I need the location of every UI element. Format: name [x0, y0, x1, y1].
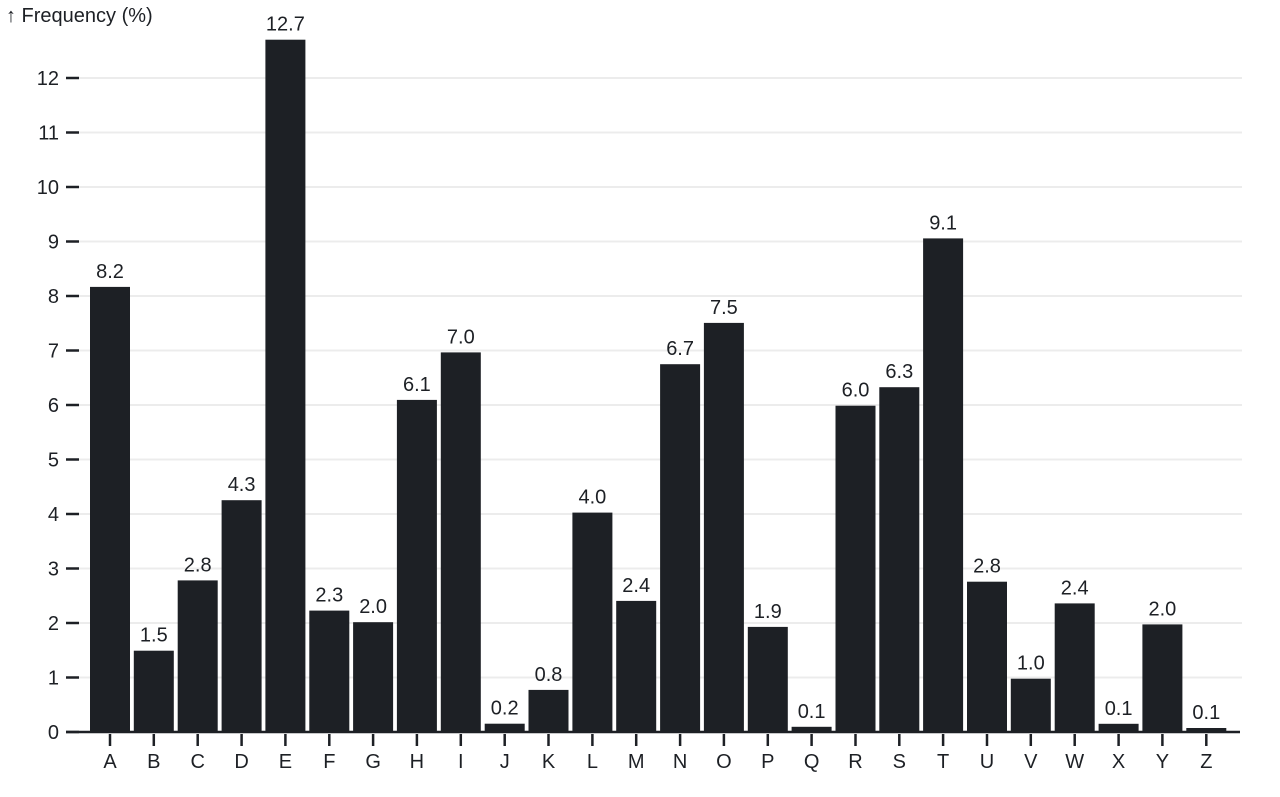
bar-value-label-K: 0.8 — [535, 664, 563, 686]
x-tick-label-U: U — [980, 751, 994, 773]
bar-K — [528, 689, 569, 732]
x-tick-label-C: C — [190, 751, 204, 773]
x-tick-label-M: M — [628, 751, 645, 773]
bar-value-label-H: 6.1 — [403, 374, 431, 396]
bar-P — [747, 626, 788, 732]
bar-U — [967, 581, 1007, 732]
bar-R — [835, 405, 876, 732]
bar-value-label-I: 7.0 — [447, 326, 475, 348]
bar-value-label-C: 2.8 — [184, 554, 212, 576]
bar-Y — [1142, 624, 1183, 732]
x-tick-label-G: G — [365, 751, 381, 773]
bar-value-label-P: 1.9 — [754, 601, 782, 623]
y-tick-label-9: 9 — [48, 232, 59, 254]
x-tick-label-X: X — [1112, 751, 1125, 773]
gridlines — [66, 77, 1242, 679]
bar-value-labels: 8.2 1.5 2.8 4.3 12.7 2.3 2.0 6.1 7.0 0.2 0.8 4.0 2.4… — [96, 14, 1220, 724]
bar-value-label-T: 9.1 — [929, 212, 957, 234]
x-tick-label-B: B — [147, 751, 160, 773]
x-axis: A B C D E F G H I J K L M N O P Q R S T U V W X Y Z — [66, 730, 1240, 773]
y-tick-label-0: 0 — [48, 722, 59, 744]
bar-F — [309, 610, 350, 732]
bar-value-label-F: 2.3 — [315, 585, 343, 607]
x-tick-label-W: W — [1065, 751, 1084, 773]
bar-value-label-R: 6.0 — [842, 380, 870, 402]
bar-Z — [1186, 728, 1227, 732]
bar-N — [660, 364, 701, 732]
y-tick-label-4: 4 — [48, 504, 59, 526]
y-tick-label-5: 5 — [48, 450, 59, 472]
bar-B — [133, 650, 174, 732]
x-tick-label-N: N — [673, 751, 687, 773]
x-tick-label-S: S — [893, 751, 906, 773]
y-axis-title: ↑ Frequency (%) — [6, 5, 153, 27]
bar-A — [90, 286, 130, 732]
bar-value-label-N: 6.7 — [666, 338, 694, 360]
y-tick-label-1: 1 — [48, 668, 59, 690]
bar-value-label-A: 8.2 — [96, 261, 124, 283]
bar-J — [484, 723, 525, 732]
bar-W — [1054, 603, 1095, 732]
bar-C — [177, 580, 218, 732]
bar-value-label-Y: 2.0 — [1148, 598, 1176, 620]
bar-T — [923, 238, 964, 732]
bar-D — [221, 500, 262, 732]
y-tick-label-6: 6 — [48, 395, 59, 417]
x-tick-label-J: J — [500, 751, 510, 773]
x-tick-label-E: E — [279, 751, 292, 773]
bar-value-label-X: 0.1 — [1105, 698, 1133, 720]
x-tick-label-D: D — [234, 751, 248, 773]
bar-value-label-L: 4.0 — [578, 487, 606, 509]
x-tick-label-L: L — [587, 751, 598, 773]
bar-value-label-U: 2.8 — [973, 556, 1001, 578]
y-tick-label-2: 2 — [48, 613, 59, 635]
bar-value-label-M: 2.4 — [622, 575, 650, 597]
bar-S — [879, 387, 920, 732]
x-tick-label-F: F — [323, 751, 335, 773]
bar-Q — [791, 726, 832, 732]
bar-O — [703, 322, 744, 732]
x-tick-label-Z: Z — [1200, 751, 1212, 773]
bar-value-label-J: 0.2 — [491, 698, 519, 720]
x-tick-label-V: V — [1024, 751, 1038, 773]
bar-value-label-B: 1.5 — [140, 625, 168, 647]
y-tick-label-12: 12 — [37, 68, 59, 90]
y-tick-label-11: 11 — [38, 123, 59, 145]
y-tick-label-10: 10 — [37, 177, 59, 199]
x-tick-label-I: I — [458, 751, 464, 773]
x-tick-label-K: K — [542, 751, 556, 773]
bar-value-label-V: 1.0 — [1017, 653, 1045, 675]
x-tick-label-Q: Q — [804, 751, 820, 773]
bar-M — [616, 600, 657, 732]
bar-X — [1098, 723, 1139, 732]
bar-value-label-W: 2.4 — [1061, 577, 1089, 599]
bar-value-label-E: 12.7 — [266, 14, 305, 36]
bar-I — [440, 352, 481, 732]
bar-V — [1010, 678, 1051, 732]
bar-value-label-G: 2.0 — [359, 596, 387, 618]
bar-value-label-O: 7.5 — [710, 297, 738, 319]
y-tick-label-8: 8 — [48, 286, 59, 308]
x-tick-label-O: O — [716, 751, 732, 773]
bar-value-label-Z: 0.1 — [1192, 702, 1220, 724]
bar-G — [353, 622, 394, 732]
y-tick-label-7: 7 — [48, 341, 59, 363]
bars — [90, 39, 1227, 732]
x-tick-label-Y: Y — [1156, 751, 1169, 773]
bar-value-label-Q: 0.1 — [798, 701, 826, 723]
x-tick-label-R: R — [848, 751, 862, 773]
y-tick-label-3: 3 — [48, 559, 59, 581]
x-tick-label-A: A — [103, 751, 117, 773]
x-tick-label-P: P — [761, 751, 774, 773]
x-tick-label-T: T — [937, 751, 949, 773]
bar-E — [265, 39, 306, 732]
x-tick-label-H: H — [410, 751, 424, 773]
bar-value-label-S: 6.3 — [885, 361, 913, 383]
bar-H — [396, 399, 437, 732]
bar-L — [572, 512, 613, 732]
bar-value-label-D: 4.3 — [228, 474, 256, 496]
